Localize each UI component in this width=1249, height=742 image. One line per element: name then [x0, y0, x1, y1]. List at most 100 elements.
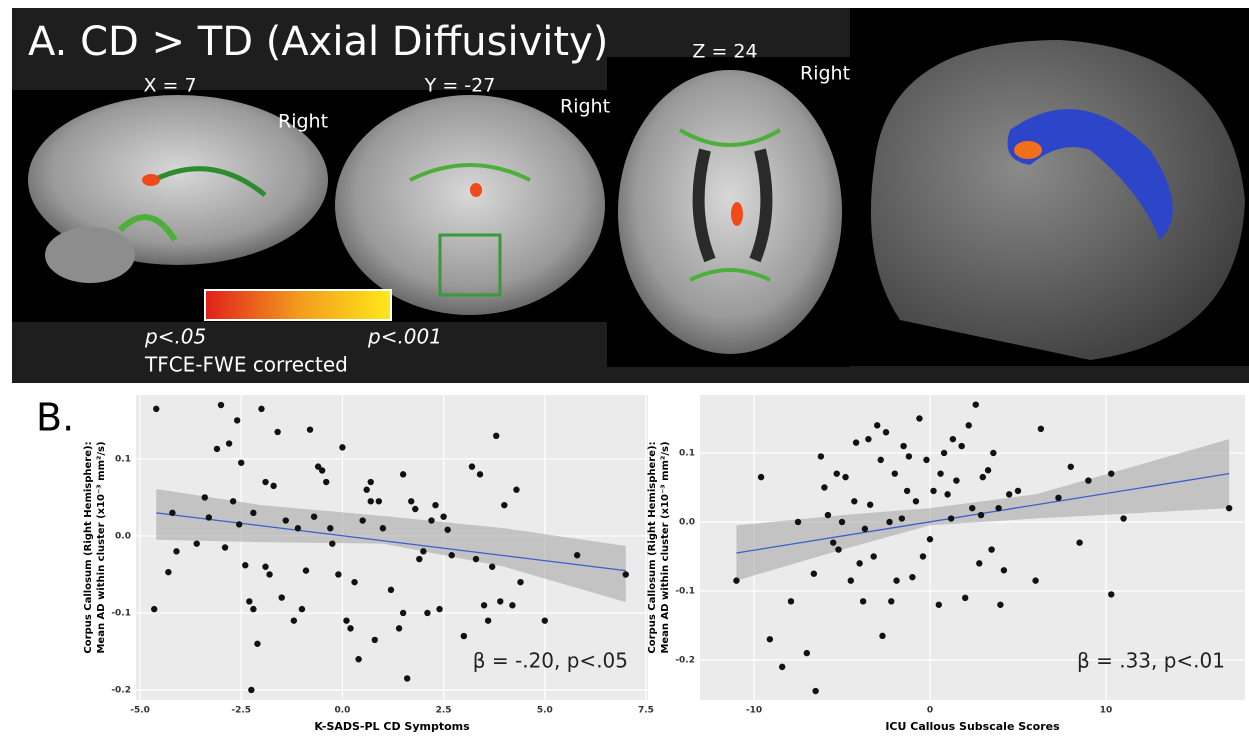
confidence-band — [156, 488, 626, 603]
y-axis-label: Corpus Callosum (Right Hemisphere): — [647, 441, 658, 653]
point — [835, 546, 842, 553]
x-tick-label: -5.0 — [130, 706, 150, 716]
point — [1085, 477, 1092, 484]
point — [371, 636, 378, 644]
point — [501, 501, 508, 509]
point — [294, 525, 302, 532]
point — [444, 526, 451, 533]
point — [852, 439, 860, 446]
point — [861, 525, 869, 533]
point — [940, 449, 948, 457]
point — [290, 617, 298, 624]
point — [919, 553, 927, 560]
point — [979, 473, 986, 481]
point — [153, 405, 160, 413]
y-axis-label: Mean AD within cluster (x10⁻³ mm²/s) — [96, 441, 107, 653]
point — [1225, 504, 1233, 512]
tract — [117, 214, 178, 242]
point — [997, 601, 1004, 608]
point — [229, 498, 237, 505]
point — [476, 471, 484, 478]
tract — [678, 128, 782, 282]
point — [250, 509, 257, 517]
point — [335, 571, 342, 578]
orientation-label: Right — [560, 96, 610, 118]
tract — [438, 233, 502, 297]
point — [266, 571, 273, 578]
point — [440, 513, 447, 520]
point — [909, 573, 916, 581]
slice-label: Y = -27 — [424, 75, 496, 97]
slice-label: Z = 24 — [692, 41, 757, 63]
point — [403, 675, 411, 682]
point — [509, 602, 516, 609]
point — [969, 504, 976, 512]
point — [151, 605, 158, 613]
point — [877, 456, 884, 464]
point — [205, 514, 213, 521]
point — [812, 687, 819, 695]
point — [879, 632, 886, 640]
point — [201, 494, 209, 501]
y-tick-label: 0.0 — [115, 531, 131, 541]
point — [387, 586, 395, 594]
point — [488, 563, 496, 570]
point — [379, 525, 387, 532]
point — [472, 555, 480, 563]
x-tick-label: 7.5 — [638, 706, 654, 716]
point — [1005, 491, 1013, 498]
point — [953, 477, 960, 484]
point — [375, 498, 383, 505]
point — [930, 487, 937, 495]
point — [497, 598, 504, 605]
point — [830, 539, 837, 546]
point — [810, 570, 818, 577]
point — [428, 517, 435, 524]
point — [766, 636, 774, 643]
point — [958, 442, 965, 450]
point — [302, 567, 310, 574]
point — [412, 505, 419, 513]
x-tick-label: -2.5 — [231, 706, 251, 716]
brain-render — [870, 40, 1245, 360]
annotation: β = .33, p<.01 — [1077, 649, 1225, 673]
y-tick-label: -0.1 — [111, 608, 131, 618]
point — [995, 504, 1002, 512]
point — [169, 509, 176, 517]
x-tick-label: 0.0 — [334, 706, 350, 716]
x-axis-label: K-SADS-PL CD Symptoms — [314, 720, 470, 733]
point — [432, 501, 439, 509]
point — [274, 428, 281, 436]
orientation-label: Right — [800, 63, 850, 85]
correction-note: TFCE-FWE corrected — [144, 353, 348, 377]
point — [238, 459, 245, 466]
y-tick-label: -0.2 — [111, 685, 131, 695]
point — [460, 632, 468, 640]
p-high: p<.001 — [367, 325, 442, 349]
point — [926, 536, 934, 543]
point — [794, 518, 802, 526]
sagittal-slice — [28, 95, 328, 265]
point — [323, 478, 330, 486]
point — [949, 435, 957, 443]
point — [573, 552, 581, 559]
point — [1014, 487, 1022, 495]
p-low: p<.05 — [144, 325, 206, 349]
point — [173, 548, 180, 555]
point — [817, 453, 825, 460]
point — [282, 517, 289, 524]
coronal-slice — [335, 95, 605, 315]
annotation: β = -.20, p<.05 — [473, 649, 628, 673]
point — [622, 571, 629, 578]
point — [944, 491, 951, 498]
point — [258, 405, 265, 413]
point — [903, 487, 911, 495]
fit-line — [156, 512, 626, 572]
point — [882, 429, 890, 436]
point — [859, 598, 867, 605]
point — [1037, 425, 1045, 433]
point — [976, 560, 983, 567]
y-tick-label: 0.0 — [679, 517, 695, 527]
point — [842, 473, 849, 481]
point — [347, 625, 354, 632]
